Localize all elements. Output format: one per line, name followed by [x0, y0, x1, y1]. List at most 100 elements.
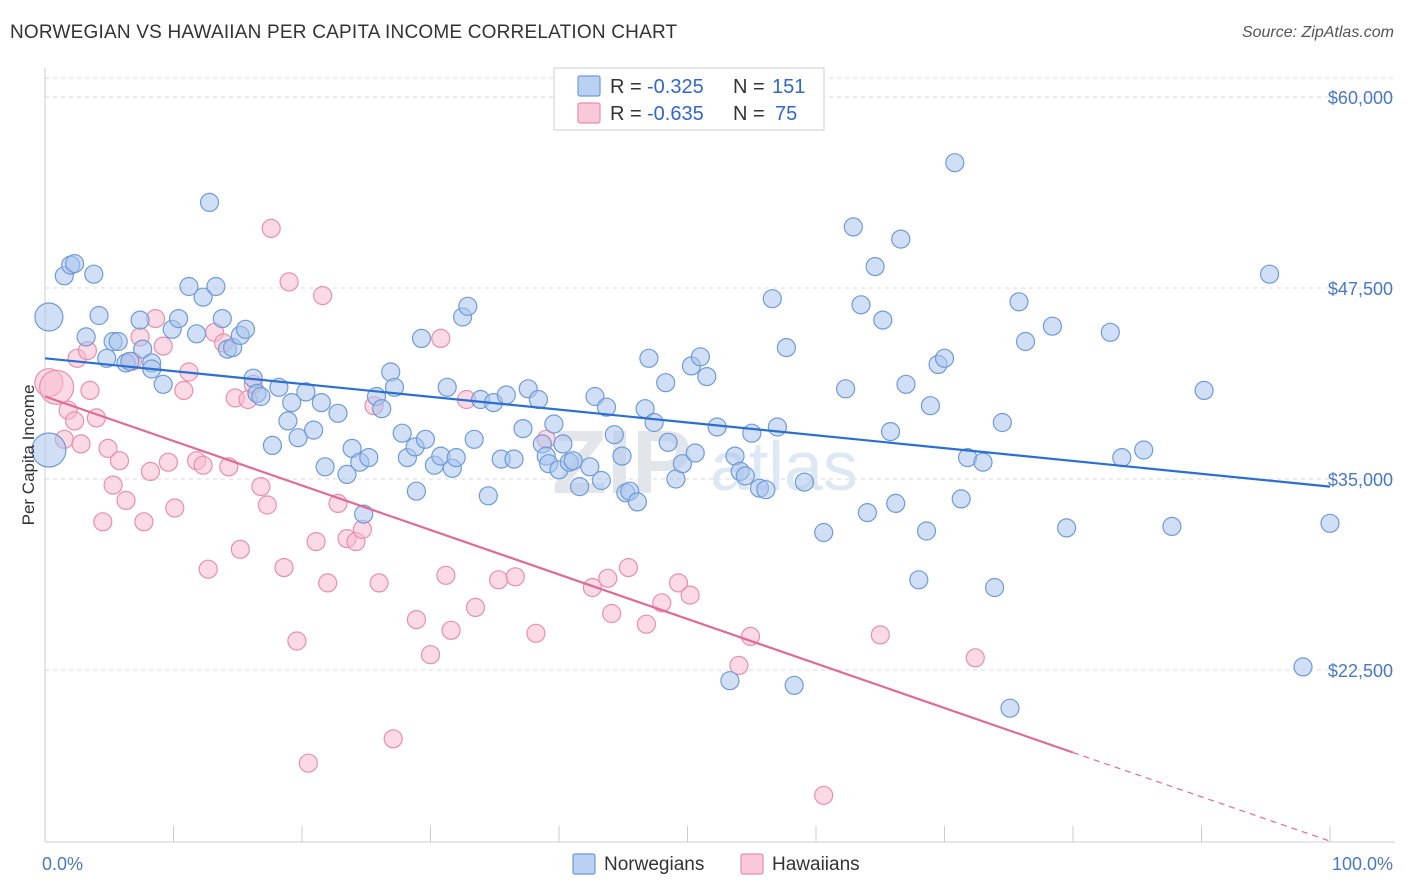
- hawaiian-point-38: [274, 557, 294, 578]
- x-tick-label-min: 0.0%: [42, 854, 83, 874]
- norwegian-point-149: [1194, 380, 1214, 400]
- norwegian-point-146: [1112, 448, 1132, 468]
- norwegian-point-64: [458, 296, 478, 316]
- norwegian-point-14: [133, 339, 153, 359]
- norwegian-point-118: [814, 522, 834, 543]
- norwegian-point-101: [685, 443, 705, 463]
- norwegian-point-120: [843, 217, 863, 237]
- hawaiian-point-53: [420, 645, 441, 665]
- legend-norwegian-r-label: R =: [610, 76, 642, 98]
- hawaiian-point-56: [441, 620, 461, 640]
- hawaiian-point-74: [870, 625, 890, 645]
- norwegian-point-83: [569, 477, 590, 497]
- norwegian-point-142: [1015, 331, 1036, 352]
- chart-title: NORWEGIAN VS HAWAIIAN PER CAPITA INCOME …: [10, 22, 678, 43]
- norwegian-point-111: [756, 480, 776, 500]
- hawaiian-point-12: [103, 475, 123, 495]
- norwegian-point-72: [513, 419, 533, 439]
- hawaiian-point-6: [71, 434, 91, 454]
- norwegian-point-41: [315, 457, 335, 477]
- norwegian-point-135: [951, 489, 971, 509]
- norwegian-point-47: [359, 448, 379, 468]
- hawaiian-point-18: [140, 461, 160, 481]
- norwegian-point-67: [478, 486, 498, 506]
- norwegian-point-131: [920, 396, 941, 416]
- norwegian-point-22: [193, 287, 213, 307]
- hawaiian-point-65: [602, 603, 622, 624]
- legend-norwegian-swatch: [577, 75, 601, 97]
- norwegian-point-97: [658, 432, 678, 452]
- norwegian-point-36: [282, 393, 302, 413]
- norwegian-point-143: [1042, 316, 1063, 336]
- norwegian-point-130: [916, 521, 937, 541]
- norwegian-point-4: [64, 254, 85, 274]
- hawaiian-point-10: [93, 512, 113, 532]
- hawaiian-point-71: [729, 655, 749, 676]
- hawaiian-point-36: [257, 495, 277, 515]
- hawaiian-point-59: [489, 570, 509, 590]
- norwegian-point-88: [604, 425, 624, 445]
- legend-norwegian-n-value: 151: [772, 76, 805, 98]
- hawaiian-point-55: [436, 565, 456, 585]
- norwegian-point-62: [446, 448, 466, 468]
- norwegian-point-114: [784, 675, 804, 695]
- hawaiian-point-20: [153, 336, 173, 356]
- norwegian-trend-line: [44, 357, 1331, 488]
- norwegian-point-49: [372, 399, 392, 419]
- hawaiian-point-43: [313, 286, 333, 306]
- y-axis-label: Per Capita Income: [19, 385, 38, 526]
- hawaiian-point-13: [109, 451, 130, 471]
- norwegian-point-37: [288, 428, 308, 448]
- norwegian-point-113: [767, 417, 788, 437]
- hawaiian-point-4: [64, 411, 85, 431]
- x-tick-marks: [44, 826, 1331, 842]
- norwegian-point-150: [1259, 264, 1280, 284]
- bottom-legend: Norwegians Hawaiians: [572, 853, 860, 875]
- norwegian-point-126: [886, 493, 906, 513]
- y-tick-label-2: $47,500: [1328, 279, 1393, 299]
- norwegian-point-21: [187, 324, 207, 344]
- norwegian-point-125: [880, 422, 901, 442]
- norwegian-point-35: [278, 411, 298, 431]
- legend-hawaiian-r-label: R =: [610, 103, 642, 125]
- norwegian-point-99: [672, 454, 693, 474]
- hawaiian-point-73: [814, 785, 834, 805]
- hawaiian-point-22: [165, 498, 185, 518]
- hawaiian-point-26: [193, 455, 213, 475]
- norwegian-point-115: [776, 338, 797, 358]
- hawaiian-point-72: [740, 626, 761, 647]
- hawaiian-point-21: [158, 452, 178, 472]
- norwegian-point-65: [464, 429, 484, 449]
- norwegian-point-124: [873, 310, 893, 330]
- x-tick-label-max: 100.0%: [1332, 854, 1393, 874]
- norwegian-point-128: [896, 374, 916, 394]
- hawaiian-point-51: [383, 729, 403, 749]
- norwegian-point-25: [212, 309, 232, 329]
- hawaiian-point-40: [287, 631, 307, 651]
- hawaiian-point-35: [251, 477, 271, 497]
- norwegian-point-94: [639, 348, 659, 368]
- hawaiian-trend-line-extension: [1072, 751, 1331, 842]
- norwegian-point-46: [354, 504, 374, 524]
- hawaiian-point-60: [505, 567, 525, 587]
- hawaiians-points: [34, 218, 985, 805]
- chart-source: Source: ZipAtlas.com: [1241, 24, 1394, 41]
- hawaiian-point-1: [38, 369, 75, 405]
- norwegian-point-138: [984, 577, 1005, 598]
- legend-hawaiian-n-label: N =: [733, 103, 765, 125]
- y-tick-labels: $22,500 $35,000 $47,500 $60,000: [1328, 88, 1393, 681]
- legend-hawaiian-n-value: 75: [775, 103, 797, 125]
- norwegian-point-105: [720, 671, 740, 691]
- norwegian-point-87: [596, 397, 617, 417]
- norwegian-point-60: [437, 377, 457, 397]
- norwegian-point-109: [742, 423, 762, 443]
- norwegian-point-56: [411, 328, 432, 348]
- norwegian-point-116: [794, 472, 815, 492]
- norwegian-point-33: [262, 435, 282, 455]
- hawaiian-point-27: [198, 559, 218, 579]
- norwegian-point-108: [735, 466, 755, 486]
- norwegian-point-147: [1134, 440, 1154, 460]
- norwegian-point-139: [992, 412, 1012, 433]
- bottom-legend-norwegian-label: Norwegians: [604, 854, 704, 875]
- norwegian-point-103: [697, 367, 717, 387]
